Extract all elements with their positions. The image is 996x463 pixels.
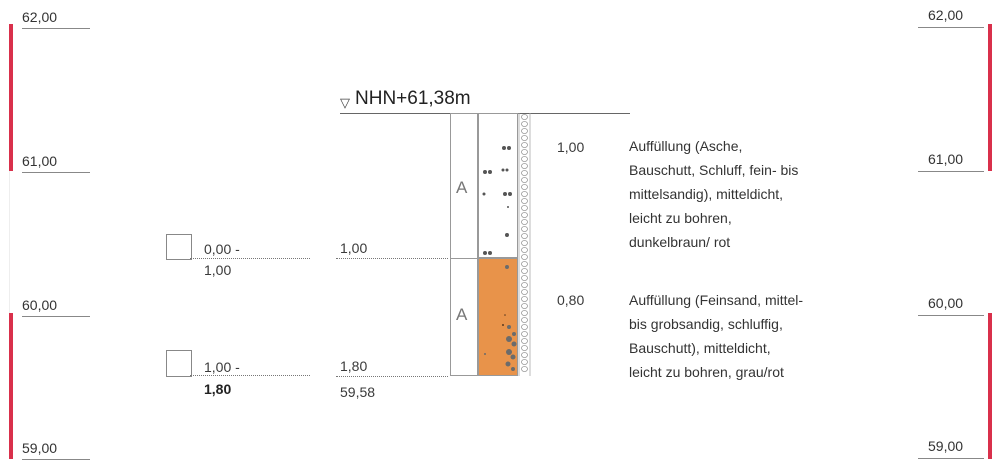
hatch-loop: [521, 275, 528, 281]
elevation-label: 59,00: [22, 440, 58, 456]
scale-segment-red: [9, 313, 13, 459]
elevation-label: 60,00: [22, 297, 58, 313]
hatch-loop: [521, 233, 528, 239]
hatch-loop: [521, 226, 528, 232]
hatch-loop: [521, 170, 528, 176]
pebble-pattern: [482, 146, 512, 255]
depth-label: 1,00: [340, 240, 368, 256]
profile-title: NHN+61,38m: [355, 88, 471, 109]
elevation-label: 61,00: [22, 153, 58, 169]
groundwater-triangle-icon: ▽: [340, 95, 350, 110]
hatch-loop: [521, 254, 528, 260]
elevation-tick: [22, 28, 90, 29]
hatch-loop: [521, 135, 528, 141]
elevation-tick: [918, 27, 984, 28]
elevation-label: 62,00: [22, 9, 58, 25]
hatch-loop: [521, 289, 528, 295]
hatch-loop: [521, 128, 528, 134]
hatch-pattern: [518, 113, 531, 376]
hatch-loop: [521, 345, 528, 351]
scale-segment-white: [988, 171, 992, 313]
hatch-loop: [521, 163, 528, 169]
layer-letter-column: [450, 113, 478, 376]
hatch-loop: [521, 359, 528, 365]
elevation-tick: [22, 316, 90, 317]
hatch-strip: [518, 113, 531, 376]
hatch-loop: [521, 268, 528, 274]
hatch-loop: [521, 114, 528, 120]
depth-leader-line: [336, 258, 448, 259]
description-line: Bauschutt), mitteldicht,: [629, 340, 771, 356]
elevation-label: 61,00: [928, 151, 964, 167]
hatch-loop: [521, 282, 528, 288]
description-line: Auffüllung (Asche,: [629, 138, 743, 154]
layer-thickness: 0,80: [557, 292, 585, 308]
sample-box: [166, 234, 192, 260]
description-line: leicht zu bohren,: [629, 210, 732, 226]
layer-thickness: 1,00: [557, 139, 585, 155]
hatch-loop: [521, 156, 528, 162]
sample-leader-line: [190, 375, 310, 376]
depth-leader-line: [336, 376, 448, 377]
hatch-loop: [521, 191, 528, 197]
hatch-loop: [521, 121, 528, 127]
sample-box: [166, 350, 192, 377]
hatch-loop: [521, 296, 528, 302]
hatch-loop: [521, 184, 528, 190]
layer-letter: A: [456, 178, 468, 197]
hatch-loop: [521, 317, 528, 323]
scale-segment-white: [9, 171, 14, 313]
elevation-tick: [918, 171, 984, 172]
elevation-tick: [22, 172, 90, 173]
description-line: dunkelbraun/ rot: [629, 234, 731, 250]
elevation-tick: [918, 315, 984, 316]
hatch-loop: [521, 247, 528, 253]
elevation-tick: [22, 459, 90, 460]
layer-fill-1: [478, 113, 518, 258]
hatch-loop: [521, 352, 528, 358]
depth-label: 1,80: [340, 358, 368, 374]
sample-range-top: 1,00 -: [204, 359, 240, 375]
layer-fill-2: [478, 258, 518, 376]
scale-segment-red: [988, 313, 992, 459]
elevation-label: 62,00: [928, 7, 964, 23]
layer-description: Auffüllung (Asche, Bauschutt, Schluff, f…: [629, 134, 798, 254]
hatch-loop: [521, 303, 528, 309]
hatch-loop: [521, 338, 528, 344]
hatch-loop: [521, 331, 528, 337]
hatch-loop: [521, 142, 528, 148]
hatch-loop: [521, 198, 528, 204]
scale-segment-red: [988, 24, 992, 171]
sample-range-bottom: 1,00: [204, 262, 232, 278]
hatch-loop: [521, 324, 528, 330]
sample-leader-line: [190, 258, 310, 259]
elevation-tick: [918, 458, 984, 459]
elevation-label: 59,00: [928, 438, 964, 454]
sample-range-bottom: 1,80: [204, 381, 232, 397]
base-elevation-label: 59,58: [340, 384, 376, 400]
layer-boundary: [450, 258, 478, 259]
layer-description: Auffüllung (Feinsand, mittel- bis grobsa…: [629, 288, 803, 384]
hatch-loop: [521, 240, 528, 246]
hatch-loop: [521, 205, 528, 211]
layer-letter: A: [456, 305, 468, 324]
description-line: Bauschutt, Schluff, fein- bis: [629, 162, 799, 178]
scale-segment-red: [9, 24, 13, 171]
gravel-pattern: [484, 265, 517, 371]
hatch-loop: [521, 310, 528, 316]
hatch-loop: [521, 261, 528, 267]
description-line: bis grobsandig, schluffig,: [629, 316, 783, 332]
description-line: leicht zu bohren, grau/rot: [629, 364, 784, 380]
hatch-loop: [521, 219, 528, 225]
hatch-loop: [521, 366, 528, 372]
description-line: mittelsandig), mitteldicht,: [629, 186, 784, 202]
hatch-loop: [521, 177, 528, 183]
hatch-loop: [521, 212, 528, 218]
elevation-label: 60,00: [928, 295, 964, 311]
sample-range-top: 0,00 -: [204, 241, 240, 257]
description-line: Auffüllung (Feinsand, mittel-: [629, 292, 804, 308]
hatch-loop: [521, 149, 528, 155]
